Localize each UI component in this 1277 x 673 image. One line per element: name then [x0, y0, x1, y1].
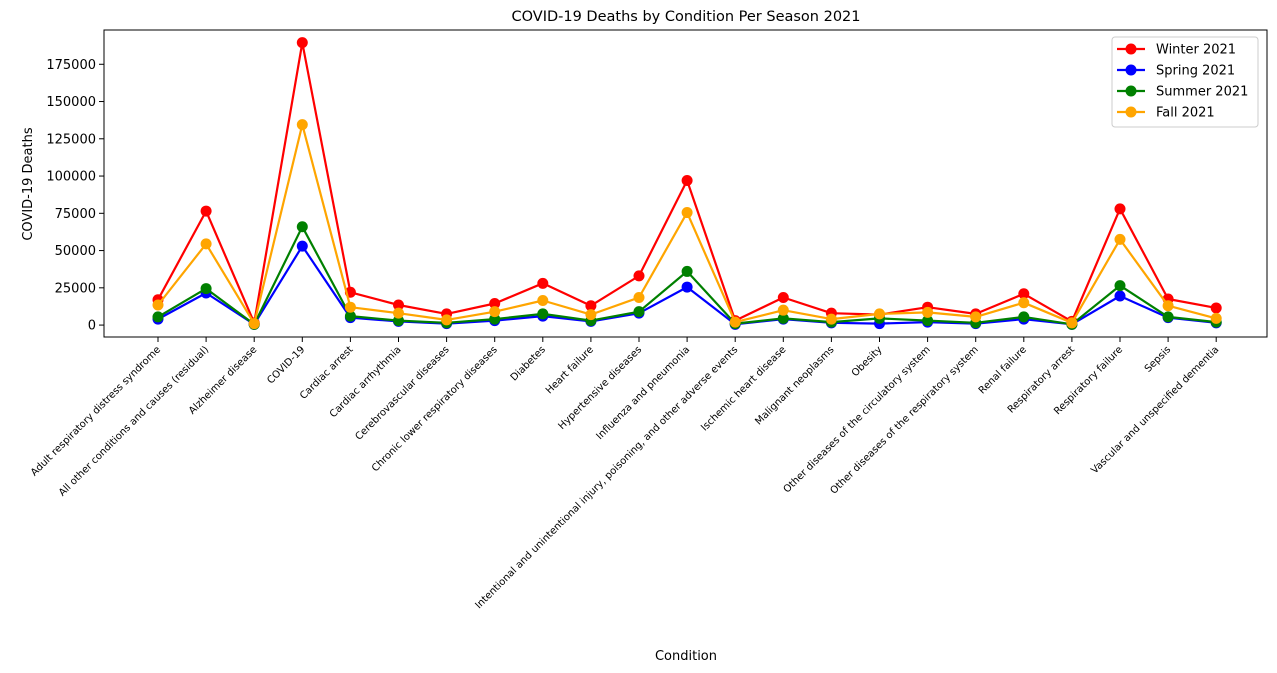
x-tick-label: Sepsis: [1143, 344, 1173, 374]
data-point: [1210, 302, 1222, 314]
data-point: [585, 309, 597, 321]
x-tick-label: Cerebrovascular diseases: [353, 344, 451, 442]
data-point: [296, 240, 308, 252]
legend-label: Winter 2021: [1156, 43, 1236, 58]
data-point: [1210, 312, 1222, 324]
legend-marker: [1125, 85, 1137, 97]
series-layer: [152, 37, 1222, 330]
legend-marker: [1125, 43, 1137, 55]
data-point: [585, 300, 597, 312]
data-point: [296, 37, 308, 49]
data-point: [633, 292, 645, 304]
x-tick-label: Heart failure: [544, 344, 596, 396]
legend-box: [1111, 36, 1259, 128]
legend-label: Summer 2021: [1156, 85, 1248, 100]
x-tick-label: Hypertensive diseases: [557, 344, 645, 432]
data-point: [200, 205, 212, 217]
x-axis-label: Condition: [655, 649, 717, 664]
data-point: [874, 308, 885, 320]
data-point: [1018, 297, 1030, 309]
data-point: [1114, 280, 1126, 292]
data-point: [729, 316, 741, 328]
legend-item: Spring 2021: [1117, 64, 1235, 79]
data-point: [1162, 300, 1174, 312]
x-tick-label: COVID-19: [265, 344, 307, 386]
series-line: [157, 123, 1217, 325]
data-point: [489, 306, 501, 318]
data-point: [296, 119, 308, 131]
data-point: [1162, 311, 1174, 323]
plot-area: [103, 29, 1268, 338]
data-point: [489, 297, 501, 309]
y-tick-label: 0: [88, 319, 96, 334]
data-point: [1018, 311, 1030, 323]
data-point: [681, 265, 693, 277]
legend-item: Summer 2021: [1117, 85, 1248, 100]
data-point: [1114, 203, 1126, 215]
data-point: [1018, 288, 1030, 300]
chart-title: COVID-19 Deaths by Condition Per Season …: [512, 9, 861, 25]
y-tick-label: 100000: [46, 170, 96, 185]
y-tick-label: 150000: [46, 95, 96, 110]
y-axis-label: COVID-19 Deaths: [21, 127, 36, 240]
series-2: [152, 221, 1222, 330]
data-point: [537, 294, 549, 306]
data-point: [200, 238, 212, 250]
data-point: [825, 313, 837, 325]
legend-item: Fall 2021: [1117, 106, 1215, 121]
legend-marker: [1125, 106, 1137, 118]
data-point: [344, 301, 356, 313]
data-point: [393, 299, 404, 311]
data-point: [441, 314, 453, 326]
x-tick-label: Diabetes: [509, 344, 548, 383]
data-point: [777, 312, 789, 324]
data-point: [152, 311, 164, 323]
legend-label: Fall 2021: [1156, 106, 1215, 121]
data-point: [296, 221, 308, 233]
y-tick-label: 25000: [55, 281, 96, 296]
data-point: [922, 315, 934, 327]
y-tick-label: 75000: [55, 207, 96, 222]
data-point: [681, 207, 693, 219]
data-point: [152, 299, 164, 311]
series-3: [152, 119, 1222, 330]
y-axis: 0 25000 50000 75000 100000 125000 150000 175000: [46, 58, 104, 334]
data-point: [200, 283, 212, 295]
x-tick-label: Ischemic heart disease: [699, 344, 788, 433]
y-tick-label: 50000: [55, 244, 96, 259]
data-point: [970, 311, 982, 323]
data-point: [248, 318, 260, 330]
x-tick-label: Malignant neoplasms: [753, 344, 836, 427]
data-point: [537, 277, 549, 289]
legend: Winter 2021 Spring 2021 Summer 2021 Fall 20…: [1111, 36, 1259, 128]
data-point: [537, 308, 549, 320]
data-point: [922, 306, 934, 318]
x-tick-label: Influenza and pneumonia: [594, 344, 692, 442]
data-point: [633, 270, 645, 282]
data-point: [1114, 290, 1126, 302]
data-point: [777, 292, 789, 304]
data-point: [393, 307, 404, 319]
legend-item: Winter 2021: [1117, 43, 1236, 58]
legend-label: Spring 2021: [1156, 64, 1235, 79]
x-tick-label: Obesity: [850, 344, 885, 379]
legend-marker: [1125, 64, 1137, 76]
data-point: [681, 281, 693, 293]
data-point: [777, 304, 789, 316]
data-point: [633, 306, 645, 318]
x-tick-label: Renal failure: [977, 344, 1029, 396]
y-tick-label: 125000: [46, 132, 96, 147]
y-tick-label: 175000: [46, 58, 96, 73]
data-point: [681, 175, 693, 187]
data-point: [1066, 317, 1078, 329]
data-point: [1114, 233, 1126, 245]
data-point: [344, 310, 356, 322]
